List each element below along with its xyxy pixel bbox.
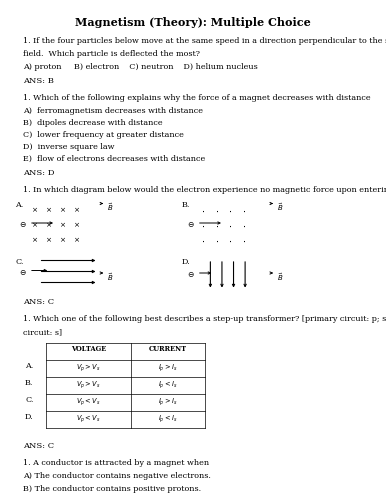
Text: $\cdot$: $\cdot$	[215, 206, 218, 216]
Text: $\times$: $\times$	[45, 236, 52, 244]
Text: A.: A.	[25, 362, 33, 370]
Text: 1. Which of the following explains why the force of a magnet decreases with dist: 1. Which of the following explains why t…	[23, 94, 371, 102]
Text: D)  inverse square law: D) inverse square law	[23, 142, 115, 150]
Text: $I_p > I_s$: $I_p > I_s$	[158, 362, 178, 374]
Text: C.: C.	[25, 396, 34, 404]
Text: $I_p > I_s$: $I_p > I_s$	[158, 396, 178, 407]
Text: B.: B.	[181, 200, 190, 208]
Text: $\cdot$: $\cdot$	[242, 220, 246, 230]
Text: field.  Which particle is deflected the most?: field. Which particle is deflected the m…	[23, 50, 200, 58]
Text: 1. Which one of the following best describes a step-up transformer? [primary cir: 1. Which one of the following best descr…	[23, 315, 386, 323]
Text: $\cdot$: $\cdot$	[215, 220, 218, 230]
Text: $V_p > V_s$: $V_p > V_s$	[76, 362, 101, 374]
Text: $\vec{B}$: $\vec{B}$	[107, 202, 113, 213]
Text: A)  ferromagnetism decreases with distance: A) ferromagnetism decreases with distanc…	[23, 106, 203, 114]
Text: Magnetism (Theory): Multiple Choice: Magnetism (Theory): Multiple Choice	[75, 18, 311, 28]
Text: $\times$: $\times$	[45, 220, 52, 229]
Text: 1. If the four particles below move at the same speed in a direction perpendicul: 1. If the four particles below move at t…	[23, 36, 386, 44]
Text: $\times$: $\times$	[31, 206, 38, 214]
Text: $\cdot$: $\cdot$	[201, 236, 205, 246]
Text: $\cdot$: $\cdot$	[242, 236, 246, 246]
Text: $V_p < V_s$: $V_p < V_s$	[76, 396, 101, 407]
Text: E)  flow of electrons decreases with distance: E) flow of electrons decreases with dist…	[23, 154, 205, 162]
Text: $\ominus$: $\ominus$	[187, 220, 195, 229]
Text: $\times$: $\times$	[59, 236, 66, 244]
Text: CURRENT: CURRENT	[149, 345, 187, 353]
Text: A) proton     B) electron    C) neutron    D) helium nucleus: A) proton B) electron C) neutron D) heli…	[23, 62, 258, 70]
Text: $\vec{B}$: $\vec{B}$	[277, 271, 284, 282]
Text: VOLTAGE: VOLTAGE	[71, 345, 107, 353]
Text: $\times$: $\times$	[59, 220, 66, 229]
Text: ANS: B: ANS: B	[23, 76, 54, 84]
Text: 1. In which diagram below would the electron experience no magnetic force upon e: 1. In which diagram below would the elec…	[23, 186, 386, 194]
Text: $V_p > V_s$: $V_p > V_s$	[76, 379, 101, 390]
Text: ANS: D: ANS: D	[23, 168, 55, 176]
Text: $\vec{B}$: $\vec{B}$	[277, 202, 284, 213]
Text: $\ominus$: $\ominus$	[19, 268, 27, 276]
Text: $I_p < I_s$: $I_p < I_s$	[158, 413, 178, 424]
Text: C)  lower frequency at greater distance: C) lower frequency at greater distance	[23, 130, 184, 138]
Text: ANS: C: ANS: C	[23, 442, 54, 450]
Text: A) The conductor contains negative electrons.: A) The conductor contains negative elect…	[23, 472, 211, 480]
Text: D.: D.	[25, 413, 34, 421]
Text: $\cdot$: $\cdot$	[242, 206, 246, 216]
Text: $V_p < V_s$: $V_p < V_s$	[76, 413, 101, 424]
Text: B.: B.	[25, 379, 34, 387]
Text: $\cdot$: $\cdot$	[229, 220, 232, 230]
Text: $\cdot$: $\cdot$	[215, 236, 218, 246]
Text: $\cdot$: $\cdot$	[229, 236, 232, 246]
Text: $\times$: $\times$	[45, 206, 52, 214]
Text: $\ominus$: $\ominus$	[19, 220, 27, 229]
Text: C.: C.	[15, 258, 24, 266]
Text: $\times$: $\times$	[31, 220, 38, 229]
Text: $\cdot$: $\cdot$	[201, 206, 205, 216]
Text: A.: A.	[15, 200, 24, 208]
Text: $\times$: $\times$	[59, 206, 66, 214]
Text: D.: D.	[181, 258, 190, 266]
Text: $\cdot$: $\cdot$	[229, 206, 232, 216]
Text: $\ominus$: $\ominus$	[187, 270, 195, 279]
Text: $\times$: $\times$	[73, 206, 80, 214]
Text: $\vec{B}$: $\vec{B}$	[107, 271, 113, 282]
Text: circuit: s]: circuit: s]	[23, 328, 62, 336]
Text: 1. A conductor is attracted by a magnet when: 1. A conductor is attracted by a magnet …	[23, 459, 209, 467]
Text: $\times$: $\times$	[73, 220, 80, 229]
Text: $I_p < I_s$: $I_p < I_s$	[158, 379, 178, 390]
Text: $\cdot$: $\cdot$	[201, 220, 205, 230]
Text: $\times$: $\times$	[73, 236, 80, 244]
Text: ANS: C: ANS: C	[23, 298, 54, 306]
Text: B)  dipoles decrease with distance: B) dipoles decrease with distance	[23, 118, 163, 126]
Text: B) The conductor contains positive protons.: B) The conductor contains positive proto…	[23, 485, 201, 493]
Text: $\times$: $\times$	[31, 236, 38, 244]
